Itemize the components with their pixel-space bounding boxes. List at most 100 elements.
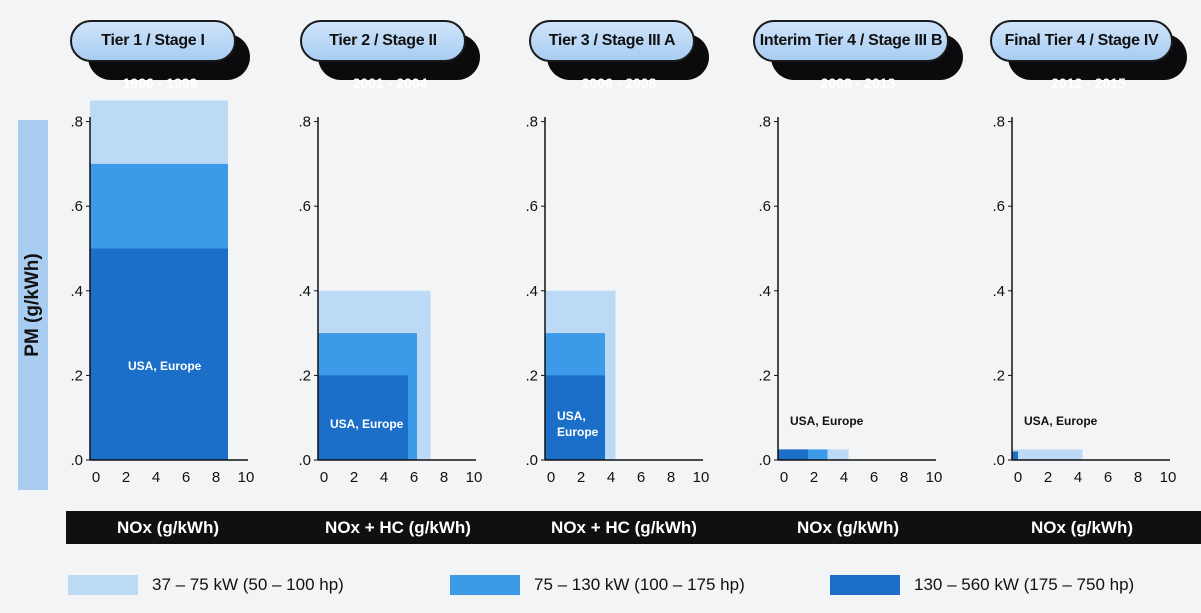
bar-3 [1012,451,1018,460]
y-tick-label: .4 [70,283,83,300]
region-label-line: USA, Europe [128,359,202,373]
y-tick-label: .4 [298,283,311,300]
region-label-line: USA, [557,409,586,423]
tier-header-2: Tier 2 / Stage II 2001 - 2004 [300,20,480,98]
tier-header-4: Interim Tier 4 / Stage III B 2008 - 2013 [753,20,963,98]
x-axis-label-band [66,511,1201,544]
x-axis-label: NOx (g/kWh) [1031,518,1133,537]
region-label: USA, Europe [330,417,404,431]
x-tick-label: 10 [693,469,710,486]
y-tick-label: .8 [298,114,311,131]
x-axis-label: NOx (g/kWh) [797,518,899,537]
x-tick-label: 8 [1134,469,1142,486]
y-tick-label: .2 [758,367,771,384]
tier-title: Tier 3 / Stage III A [529,20,695,62]
x-tick-label: 6 [410,469,418,486]
x-tick-label: 8 [440,469,448,486]
x-tick-label: 0 [780,469,788,486]
x-tick-label: 10 [926,469,943,486]
pm-axis-band [18,120,48,490]
x-tick-label: 8 [667,469,675,486]
legend-swatch [830,575,900,595]
x-tick-label: 8 [900,469,908,486]
x-tick-label: 8 [212,469,220,486]
y-tick-label: .8 [70,114,83,131]
bar-3 [318,375,408,460]
y-tick-label: .4 [758,283,771,300]
region-label-line: Europe [557,425,599,439]
legend-item-large: 130 – 560 kW (175 – 750 hp) [830,573,1134,597]
x-tick-label: 6 [870,469,878,486]
y-tick-label: .2 [525,367,538,384]
region-label: USA, Europe [1024,414,1098,428]
x-tick-label: 0 [320,469,328,486]
y-tick-label: .2 [298,367,311,384]
y-tick-label: .0 [992,452,1005,469]
region-label: USA, Europe [790,414,864,428]
x-axis-label: NOx + HC (g/kWh) [551,518,697,537]
tier-years: 2001 - 2004 [352,75,428,91]
x-tick-label: 4 [607,469,615,486]
y-tick-label: .0 [70,452,83,469]
tier-title: Tier 1 / Stage I [70,20,236,62]
y-tick-label: .6 [758,198,771,215]
y-tick-label: .8 [992,114,1005,131]
legend-label: 75 – 130 kW (100 – 175 hp) [534,575,745,594]
y-tick-label: .8 [525,114,538,131]
region-label-line: USA, Europe [330,417,404,431]
legend-item-small: 37 – 75 kW (50 – 100 hp) [68,573,344,597]
y-tick-label: .6 [298,198,311,215]
region-label-line: USA, Europe [1024,414,1098,428]
tier-years: 2006 - 2008 [581,75,657,91]
y-tick-label: .6 [992,198,1005,215]
tier-title: Interim Tier 4 / Stage III B [753,20,949,62]
legend-label: 130 – 560 kW (175 – 750 hp) [914,575,1135,594]
y-tick-label: .6 [70,198,83,215]
x-tick-label: 10 [1160,469,1177,486]
x-tick-label: 6 [637,469,645,486]
tier-header-5: Final Tier 4 / Stage IV 2012 - 2015 [990,20,1187,98]
y-tick-label: .2 [70,367,83,384]
bar-3 [545,375,605,460]
tier-years: 2012 - 2015 [1051,75,1126,91]
x-tick-label: 2 [577,469,585,486]
tier-title: Tier 2 / Stage II [300,20,466,62]
tier-header-3: Tier 3 / Stage III A 2006 - 2008 [529,20,709,98]
tier-header-1: Tier 1 / Stage I 1996 - 1999 [70,20,250,98]
x-tick-label: 2 [350,469,358,486]
legend-item-medium: 75 – 130 kW (100 – 175 hp) [450,573,745,597]
x-tick-label: 10 [466,469,483,486]
tier-title: Final Tier 4 / Stage IV [990,20,1173,62]
x-tick-label: 2 [1044,469,1052,486]
x-tick-label: 0 [1014,469,1022,486]
y-tick-label: .6 [525,198,538,215]
legend-swatch [68,575,138,595]
x-tick-label: 2 [122,469,130,486]
x-tick-label: 2 [810,469,818,486]
bar-3 [90,248,228,460]
y-tick-label: .0 [298,452,311,469]
legend-label: 37 – 75 kW (50 – 100 hp) [152,575,344,594]
legend-swatch [450,575,520,595]
y-tick-label: .0 [525,452,538,469]
y-tick-label: .2 [992,367,1005,384]
x-tick-label: 0 [547,469,555,486]
x-tick-label: 6 [182,469,190,486]
bar-3 [778,449,808,460]
region-label-line: USA, Europe [790,414,864,428]
x-tick-label: 4 [840,469,848,486]
x-tick-label: 4 [380,469,388,486]
bar-1 [1012,449,1083,460]
x-tick-label: 6 [1104,469,1112,486]
region-label: USA, Europe [128,359,202,373]
x-axis-label: NOx (g/kWh) [117,518,219,537]
y-tick-label: .0 [758,452,771,469]
y-tick-label: .8 [758,114,771,131]
y-tick-label: .4 [992,283,1005,300]
region-label: USA, Europe [557,409,599,439]
tier-years: 1996 - 1999 [122,75,198,91]
y-tick-label: .4 [525,283,538,300]
x-axis-label: NOx + HC (g/kWh) [325,518,471,537]
x-tick-label: 4 [152,469,160,486]
